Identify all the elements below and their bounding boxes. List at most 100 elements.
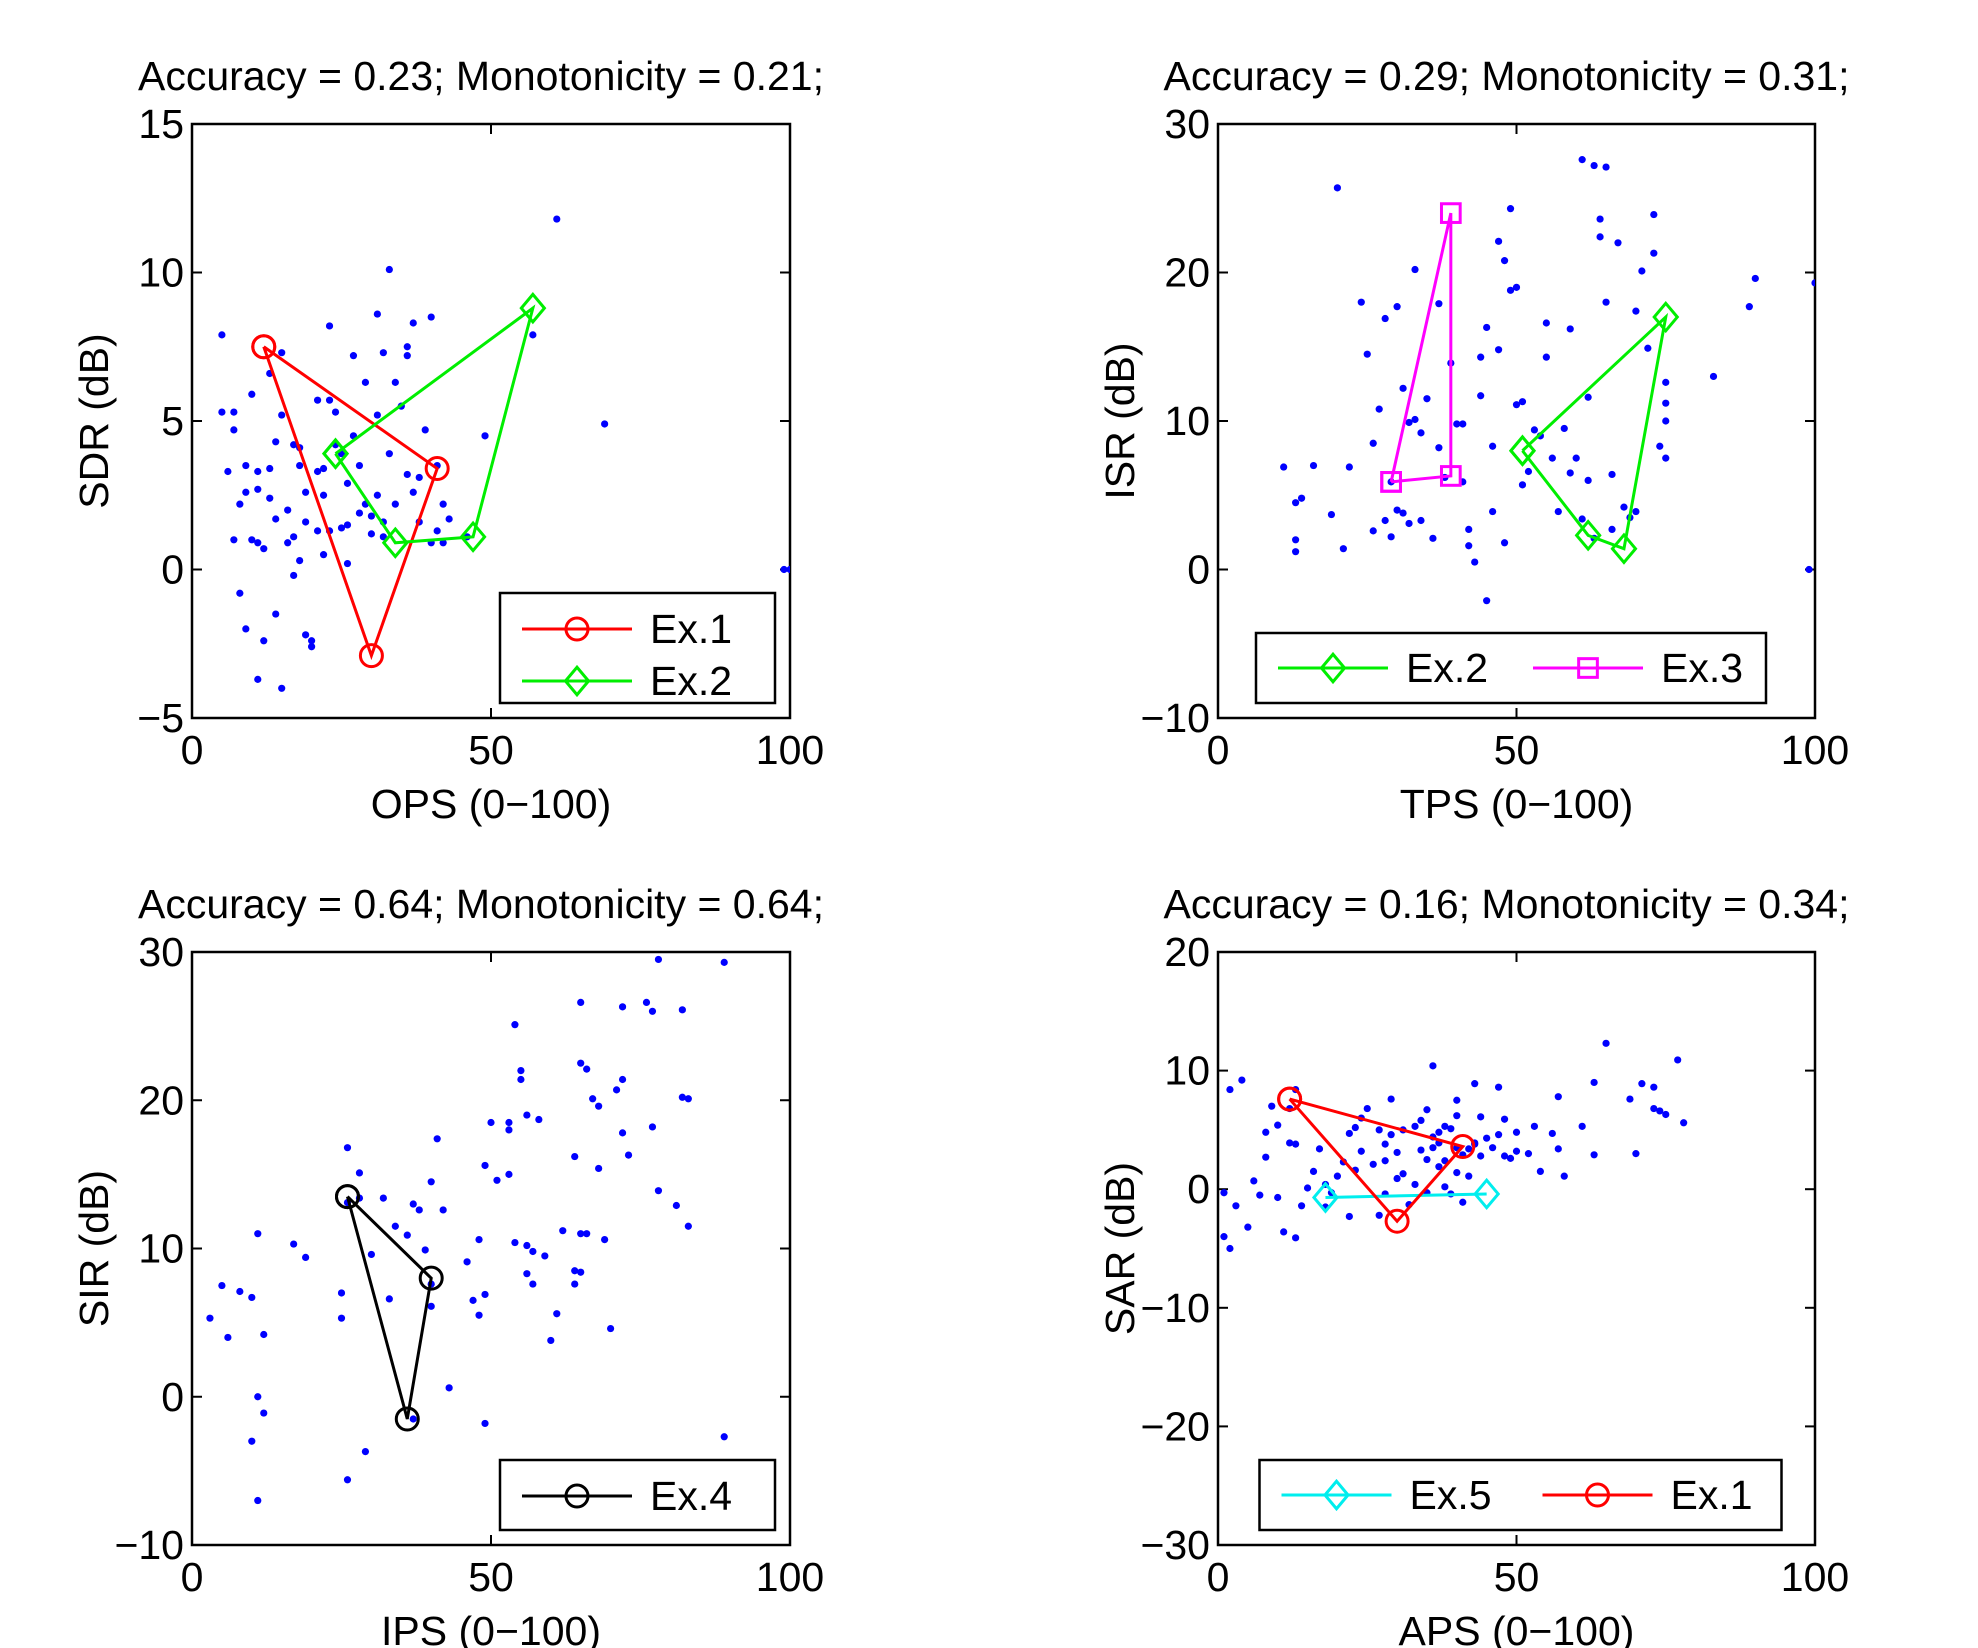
series-marker — [424, 456, 450, 482]
scatter-point — [1596, 215, 1604, 223]
y-tick-label: 20 — [138, 1077, 184, 1123]
scatter-point — [373, 310, 381, 318]
scatter-point — [218, 1281, 226, 1290]
scatter-point — [1554, 507, 1562, 516]
legend-label: Ex.5 — [1410, 1472, 1492, 1518]
scatter-point — [1680, 1119, 1688, 1127]
series-marker — [519, 292, 547, 325]
scatter-point — [236, 1287, 244, 1296]
scatter-point — [1441, 1157, 1449, 1165]
series-line — [1389, 212, 1453, 484]
scatter-point — [624, 1151, 633, 1159]
scatter-point — [242, 461, 250, 470]
scatter-points — [1280, 156, 1815, 605]
scatter-point — [1357, 298, 1365, 306]
scatter-point — [391, 500, 399, 508]
y-axis-label: SAR (dB) — [1097, 1162, 1143, 1335]
scatter-point — [1453, 1096, 1461, 1104]
scatter-point — [1411, 1122, 1419, 1130]
legend-label: Ex.1 — [1671, 1472, 1753, 1518]
legend-label: Ex.2 — [650, 658, 732, 704]
scatter-point — [260, 1409, 268, 1417]
scatter-point — [1518, 481, 1527, 489]
scatter-point — [1465, 1172, 1473, 1180]
scatter-point — [1447, 1125, 1455, 1133]
scatter-point — [1459, 420, 1467, 428]
scatter-point — [469, 1296, 477, 1304]
scatter-point — [1632, 307, 1640, 315]
scatter-point — [654, 955, 663, 964]
x-tick-label: 100 — [756, 1554, 824, 1600]
scatter-point — [1536, 1167, 1544, 1176]
scatter-point — [254, 1393, 262, 1401]
scatter-point — [1429, 534, 1437, 542]
scatter-point — [242, 625, 250, 633]
scatter-point — [601, 420, 609, 428]
scatter-point — [439, 500, 447, 508]
x-axis-label: TPS (0−100) — [1400, 781, 1634, 827]
legend-marker — [1577, 657, 1599, 679]
scatter-points — [1220, 1039, 1688, 1253]
scatter-point — [1608, 525, 1616, 534]
scatter-point — [302, 518, 310, 526]
scatter-point — [1500, 1115, 1509, 1123]
series-marker — [1508, 434, 1536, 467]
scatter-point — [1268, 1102, 1276, 1110]
scatter-point — [206, 1314, 214, 1322]
scatter-point — [1333, 184, 1341, 192]
scatter-point — [421, 426, 429, 434]
scatter-point — [1602, 1039, 1610, 1047]
scatter-point — [1453, 1112, 1461, 1120]
scatter-point — [1560, 424, 1568, 433]
scatter-point — [1542, 319, 1550, 327]
scatter-point — [1274, 1121, 1282, 1129]
scatter-point — [1375, 1211, 1383, 1219]
scatter-point — [1399, 509, 1407, 517]
series-marker — [1439, 202, 1462, 224]
scatter-point — [290, 441, 298, 449]
scatter-point — [1441, 1183, 1449, 1191]
scatter-point — [475, 1236, 483, 1244]
scatter-point — [224, 467, 232, 476]
x-tick-label: 50 — [468, 727, 514, 773]
x-axis-label: OPS (0−100) — [371, 781, 611, 827]
chart-title: Accuracy = 0.16; Monotonicity = 0.34; — [1164, 881, 1850, 927]
legend-item: Ex.3 — [1533, 645, 1743, 691]
scatter-point — [373, 411, 381, 419]
scatter-point — [487, 1118, 495, 1127]
scatter-point — [1656, 1107, 1664, 1115]
scatter-point — [1226, 1085, 1234, 1094]
x-tick-label: 50 — [468, 1554, 514, 1600]
scatter-point — [379, 533, 387, 541]
y-tick-label: 10 — [138, 250, 184, 296]
scatter-point — [1584, 476, 1592, 484]
scatter-point — [571, 1152, 579, 1161]
scatter-point — [1417, 516, 1425, 525]
scatter-point — [1626, 1095, 1634, 1103]
scatter-point — [1500, 1152, 1509, 1160]
scatter-point — [218, 331, 226, 339]
scatter-point — [720, 958, 728, 966]
scatter-point — [302, 631, 310, 639]
scatter-point — [385, 265, 393, 274]
scatter-point — [1465, 1145, 1473, 1153]
series-marker — [322, 437, 350, 470]
y-tick-label: 5 — [161, 398, 184, 444]
chart-panel-4: Accuracy = 0.16; Monotonicity = 0.34; 0 50… — [1097, 881, 1850, 1648]
scatter-point — [302, 488, 310, 496]
scatter-point — [1417, 1116, 1425, 1125]
scatter-point — [1292, 536, 1300, 544]
scatter-point — [505, 1126, 513, 1134]
scatter-point — [325, 396, 334, 404]
scatter-point — [1662, 378, 1670, 386]
legend-label: Ex.4 — [650, 1473, 732, 1519]
scatter-point — [529, 1280, 537, 1288]
y-axis-label: SIR (dB) — [71, 1170, 117, 1327]
scatter-point — [1274, 1193, 1282, 1202]
scatter-point — [607, 1324, 615, 1333]
scatter-point — [1369, 439, 1377, 447]
scatter-point — [1393, 303, 1401, 311]
scatter-point — [290, 1240, 298, 1248]
legend-item: Ex.2 — [1278, 645, 1488, 691]
scatter-point — [343, 521, 352, 529]
